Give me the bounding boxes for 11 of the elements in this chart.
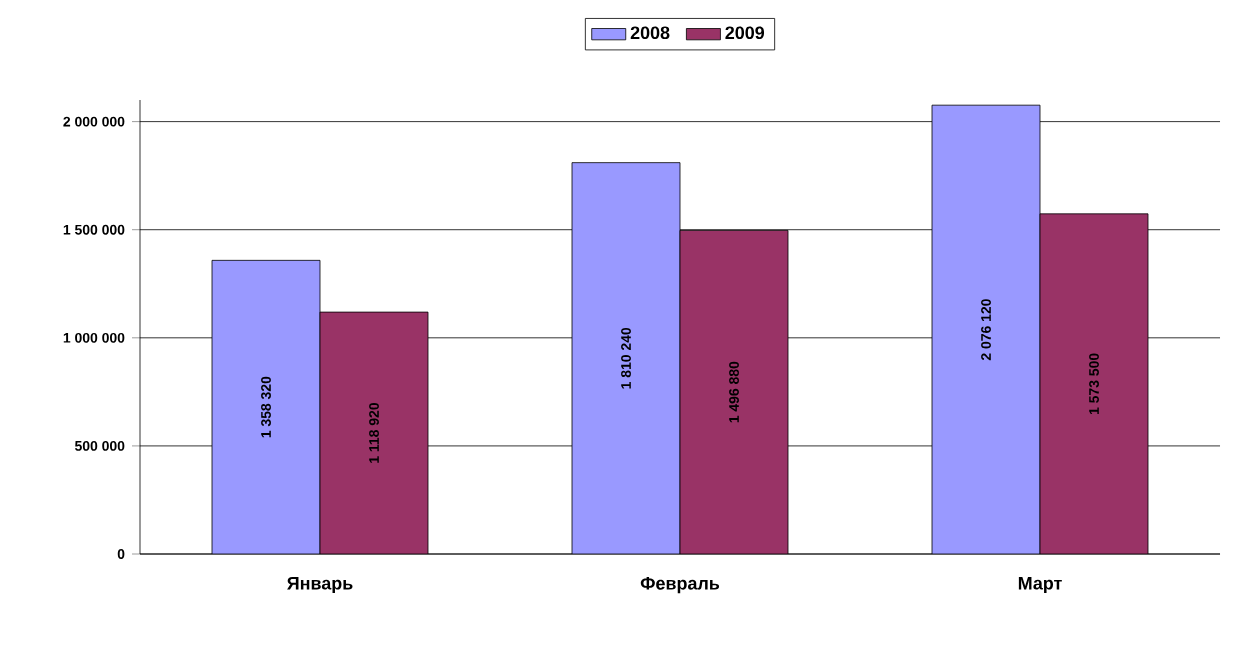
bar — [319, 311, 429, 554]
legend-label: 2008 — [630, 26, 670, 40]
bar — [571, 162, 681, 554]
x-tick-label: Январь — [287, 577, 353, 594]
x-tick-label: Февраль — [640, 577, 720, 594]
bar — [679, 229, 789, 554]
bar — [1039, 213, 1149, 554]
bar — [211, 259, 321, 554]
bar — [931, 104, 1041, 554]
legend-label: 2009 — [725, 26, 765, 40]
x-tick-label: Март — [1018, 577, 1062, 594]
